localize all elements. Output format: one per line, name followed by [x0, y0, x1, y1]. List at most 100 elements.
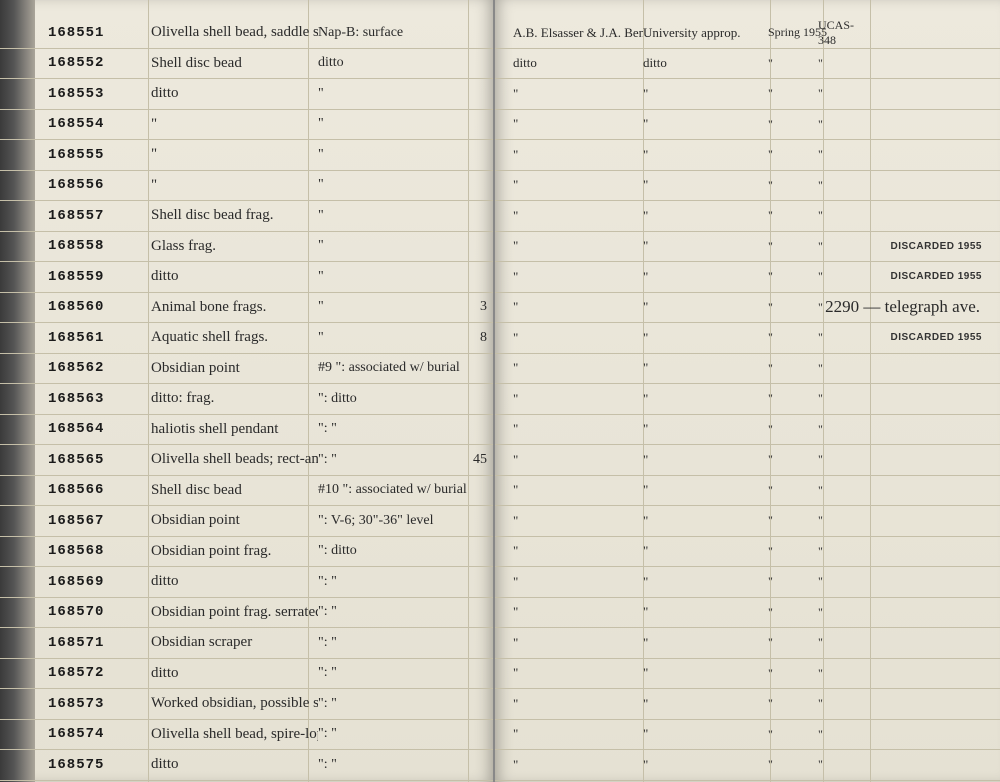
ledger-row: 168555 " " — [0, 140, 493, 171]
ledger-row: 168564 haliotis shell pendant ": " — [0, 415, 493, 446]
catalog-number: 168575 — [48, 757, 143, 773]
ledger-row: " " " " — [495, 567, 1000, 598]
location: " — [318, 238, 468, 254]
location: ": " — [318, 665, 468, 681]
date: " — [768, 544, 818, 559]
location: ": " — [318, 604, 468, 620]
location: ": " — [318, 696, 468, 712]
location: ": " — [318, 452, 468, 468]
catalog-number: 168553 — [48, 86, 143, 102]
ledger-row: " " " " — [495, 384, 1000, 415]
description: " — [143, 146, 318, 163]
ledger-row: " " " " — [495, 171, 1000, 202]
date: " — [768, 757, 818, 772]
ledger-row: 168559 ditto " — [0, 262, 493, 293]
description: Animal bone frags. — [143, 299, 318, 316]
ledger-row: " " " " — [495, 476, 1000, 507]
ledger-row: " " " " DISCARDED 1955 — [495, 232, 1000, 263]
location: ": " — [318, 757, 468, 773]
description: ditto — [143, 573, 318, 590]
collector: " — [513, 574, 643, 590]
ledger-row: 168574 Olivella shell bead, spire-lopped… — [0, 720, 493, 751]
right-rows: A.B. Elsasser & J.A. Bennyhoff et al Uni… — [495, 18, 1000, 781]
date: " — [768, 696, 818, 711]
reference: " — [818, 239, 863, 254]
funding: " — [643, 147, 768, 163]
catalog-number: 168557 — [48, 208, 143, 224]
reference: " — [818, 605, 863, 620]
funding: " — [643, 543, 768, 559]
description: Olivella shell bead, saddle shaped — [143, 24, 318, 41]
ledger-row: 168568 Obsidian point frag. ": ditto — [0, 537, 493, 568]
ledger-row: " " " " — [495, 110, 1000, 141]
reference: " — [818, 178, 863, 193]
location: Nap-B: surface — [318, 25, 468, 41]
collector: ditto — [513, 55, 643, 71]
funding: " — [643, 208, 768, 224]
collector: " — [513, 360, 643, 376]
ledger-row: " " " " — [495, 140, 1000, 171]
collector: " — [513, 208, 643, 224]
date: " — [768, 483, 818, 498]
funding: University approp. — [643, 25, 768, 41]
ledger-row: 168557 Shell disc bead frag. " — [0, 201, 493, 232]
description: ditto — [143, 268, 318, 285]
ledger-row: 168552 Shell disc bead ditto — [0, 49, 493, 80]
ledger-row: 168572 ditto ": " — [0, 659, 493, 690]
location: ": ditto — [318, 391, 468, 407]
reference: " — [818, 696, 863, 711]
date: " — [768, 391, 818, 406]
reference: " — [818, 147, 863, 162]
ledger-row: " " " " — [495, 659, 1000, 690]
funding: " — [643, 116, 768, 132]
description: " — [143, 116, 318, 133]
discard-stamp: DISCARDED 1955 — [891, 271, 982, 282]
location: ": ditto — [318, 543, 468, 559]
collector: " — [513, 635, 643, 651]
location: " — [318, 208, 468, 224]
funding: " — [643, 726, 768, 742]
ledger-row: " " " " — [495, 750, 1000, 781]
ledger-row: " " " " — [495, 79, 1000, 110]
left-rows: 168551 Olivella shell bead, saddle shape… — [0, 18, 493, 781]
funding: " — [643, 757, 768, 773]
reference: " — [818, 208, 863, 223]
date: " — [768, 361, 818, 376]
ledger-row: " " " " — [495, 720, 1000, 751]
date: " — [768, 300, 818, 315]
date: " — [768, 666, 818, 681]
description: Obsidian point frag. — [143, 543, 318, 560]
date: " — [768, 269, 818, 284]
catalog-number: 168565 — [48, 452, 143, 468]
description: Obsidian point — [143, 360, 318, 377]
ledger-row: A.B. Elsasser & J.A. Bennyhoff et al Uni… — [495, 18, 1000, 49]
ledger-row: " " " " — [495, 689, 1000, 720]
location: " — [318, 330, 468, 346]
description: Shell disc bead frag. — [143, 207, 318, 224]
date: " — [768, 513, 818, 528]
funding: " — [643, 86, 768, 102]
funding: " — [643, 696, 768, 712]
catalog-number: 168554 — [48, 116, 143, 132]
description: Olivella shell beads; rect-angular — [143, 451, 318, 468]
funding: " — [643, 665, 768, 681]
collector: " — [513, 543, 643, 559]
funding: " — [643, 299, 768, 315]
description: Aquatic shell frags. — [143, 329, 318, 346]
funding: " — [643, 452, 768, 468]
catalog-number: 168552 — [48, 55, 143, 71]
description: Shell disc bead — [143, 482, 318, 499]
ledger-row: 168575 ditto ": " — [0, 750, 493, 781]
location: ": " — [318, 726, 468, 742]
date: " — [768, 635, 818, 650]
location: " — [318, 299, 468, 315]
funding: " — [643, 330, 768, 346]
handwritten-note: 2290 — telegraph ave. — [825, 297, 980, 317]
ledger-row: " " " " — [495, 415, 1000, 446]
date: " — [768, 727, 818, 742]
ledger-row: " " " " — [495, 201, 1000, 232]
funding: " — [643, 238, 768, 254]
quantity: 8 — [468, 330, 493, 346]
reference: " — [818, 483, 863, 498]
reference: " — [818, 269, 863, 284]
